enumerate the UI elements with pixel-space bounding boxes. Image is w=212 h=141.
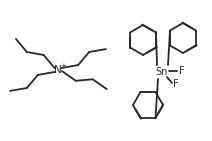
Text: F: F: [179, 66, 185, 76]
Text: Sn: Sn: [156, 67, 168, 77]
Text: F: F: [173, 79, 179, 89]
Text: +: +: [61, 62, 66, 69]
Text: N: N: [54, 65, 62, 75]
